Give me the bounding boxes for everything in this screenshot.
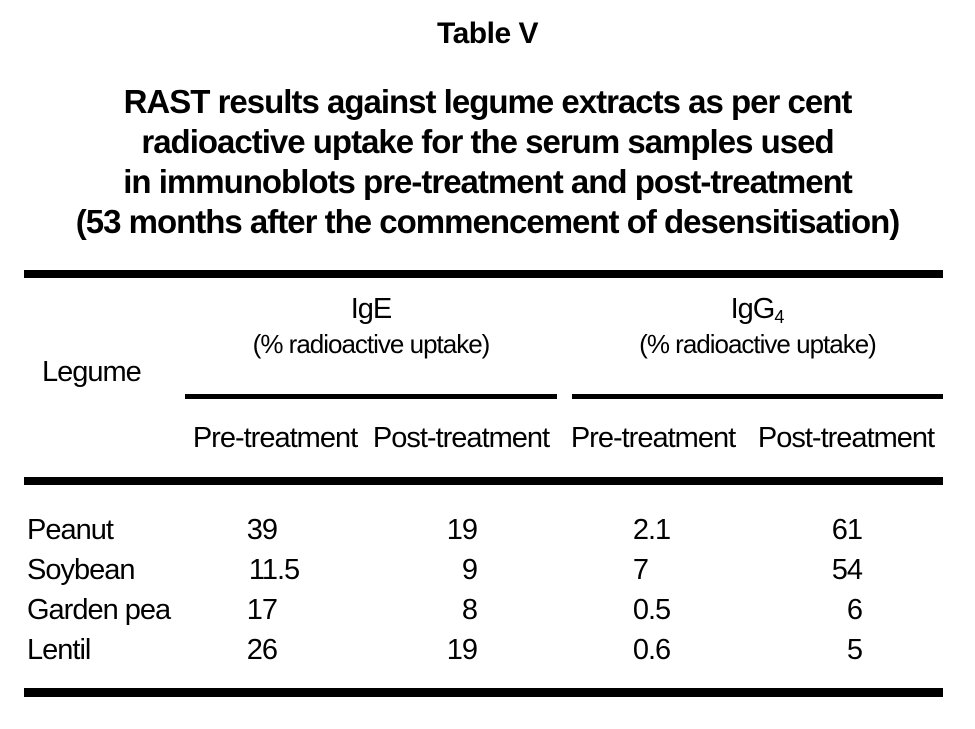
legume-name: Soybean [27, 554, 136, 586]
header-divider-rule [24, 477, 943, 485]
value-cell: 19 [446, 514, 478, 546]
value-cell: 61 [831, 514, 863, 546]
table-caption: RAST results against legume extracts as … [0, 82, 975, 242]
value-cell: 17 [246, 594, 278, 626]
value-cell: 26 [246, 634, 278, 666]
group-header-ige: IgE (% radioactive uptake) [185, 278, 557, 399]
group-name-igg4: IgG4 [730, 293, 785, 327]
value-cell: 54 [831, 554, 863, 586]
group-unit-igg4: (% radioactive uptake) [639, 329, 877, 359]
value-cell: 0.5 [632, 594, 671, 626]
value-cell: 0.6 [632, 634, 671, 666]
table-row: Soybean 11.5 9 7 54 [24, 550, 943, 590]
table-row: Garden pea 17 8 0.5 6 [24, 590, 943, 630]
caption-line: radioactive uptake for the serum samples… [141, 123, 834, 160]
caption-line: in immunoblots pre-treatment and post-tr… [123, 163, 853, 200]
value-cell: 39 [246, 514, 278, 546]
value-cell: 7 [632, 554, 649, 586]
value-cell: 19 [446, 634, 478, 666]
group-header-igg4: IgG4 (% radioactive uptake) [572, 278, 943, 399]
column-header-row: Pre-treatment Post-treatment Pre-treatme… [24, 399, 943, 477]
group-name-ige: IgE [350, 293, 393, 325]
table-row: Lentil 26 19 0.6 5 [24, 630, 943, 670]
data-table: Legume IgE (% radioactive uptake) IgG4 (… [24, 270, 943, 697]
group-unit-ige: (% radioactive uptake) [252, 329, 491, 359]
legume-name: Lentil [27, 634, 91, 666]
legume-name: Peanut [27, 514, 114, 546]
value-cell: 6 [846, 594, 863, 626]
legume-name: Garden pea [27, 594, 171, 626]
caption-line: (53 months after the commencement of des… [75, 203, 901, 240]
column-header-spacer [24, 423, 185, 453]
group-header-row: Legume IgE (% radioactive uptake) IgG4 (… [24, 278, 943, 399]
caption-line: RAST results against legume extracts as … [123, 83, 853, 120]
table-body: Peanut 39 19 2.1 61 Soybean 11.5 9 7 54 … [24, 485, 943, 688]
group-gap [557, 278, 572, 399]
column-header-pre-igg4: Pre-treatment [570, 422, 736, 454]
column-header-post-ige: Post-treatment [372, 422, 550, 454]
table-row: Peanut 39 19 2.1 61 [24, 510, 943, 550]
value-cell: 9 [461, 554, 478, 586]
value-cell: 11.5 [248, 554, 300, 586]
column-header-pre-ige: Pre-treatment [192, 422, 358, 454]
column-header-post-igg4: Post-treatment [757, 422, 935, 454]
value-cell: 5 [846, 634, 863, 666]
value-cell: 8 [461, 594, 478, 626]
value-cell: 2.1 [632, 514, 671, 546]
table-title: Table V [437, 17, 538, 50]
row-header-label: Legume [42, 356, 142, 388]
